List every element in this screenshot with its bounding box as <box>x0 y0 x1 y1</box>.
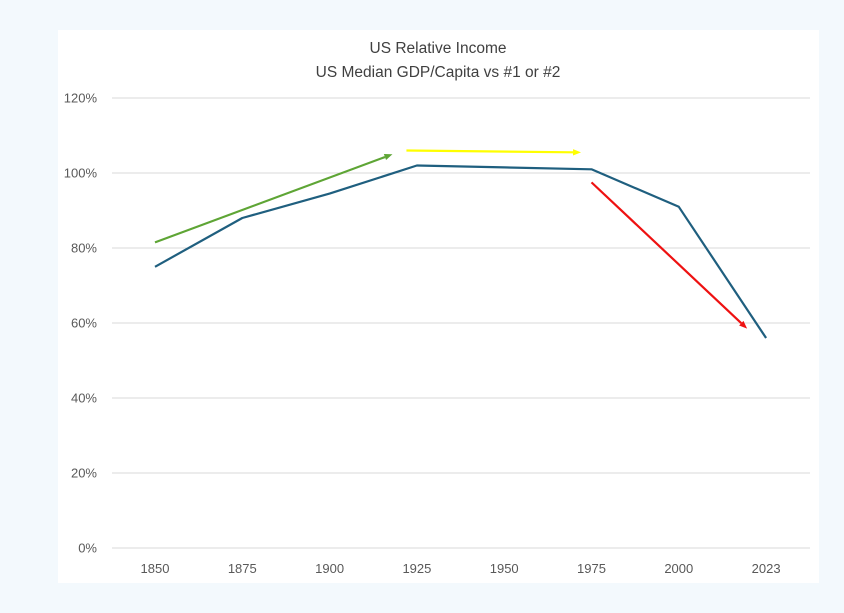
annotation-arrow <box>154 154 393 244</box>
y-tick-label: 60% <box>71 316 97 331</box>
x-tick-label: 2000 <box>664 561 693 576</box>
annotation-arrow <box>590 181 748 329</box>
x-tick-label: 1875 <box>228 561 257 576</box>
y-tick-label: 40% <box>71 391 97 406</box>
y-tick-label: 0% <box>78 541 97 556</box>
x-tick-label: 1925 <box>402 561 431 576</box>
y-tick-label: 20% <box>71 466 97 481</box>
series-line <box>154 164 768 339</box>
x-tick-label: 1975 <box>577 561 606 576</box>
chart-card <box>58 30 819 583</box>
chart-subtitle: US Median GDP/Capita vs #1 or #2 <box>316 64 561 81</box>
y-tick-label: 100% <box>64 166 98 181</box>
x-tick-label: 1950 <box>490 561 519 576</box>
y-tick-label: 120% <box>64 91 98 106</box>
x-tick-label: 1900 <box>315 561 344 576</box>
x-tick-label: 1850 <box>141 561 170 576</box>
chart-title: US Relative Income <box>370 40 507 57</box>
y-tick-label: 80% <box>71 241 97 256</box>
x-tick-label: 2023 <box>752 561 781 576</box>
annotation-arrow <box>406 149 582 156</box>
